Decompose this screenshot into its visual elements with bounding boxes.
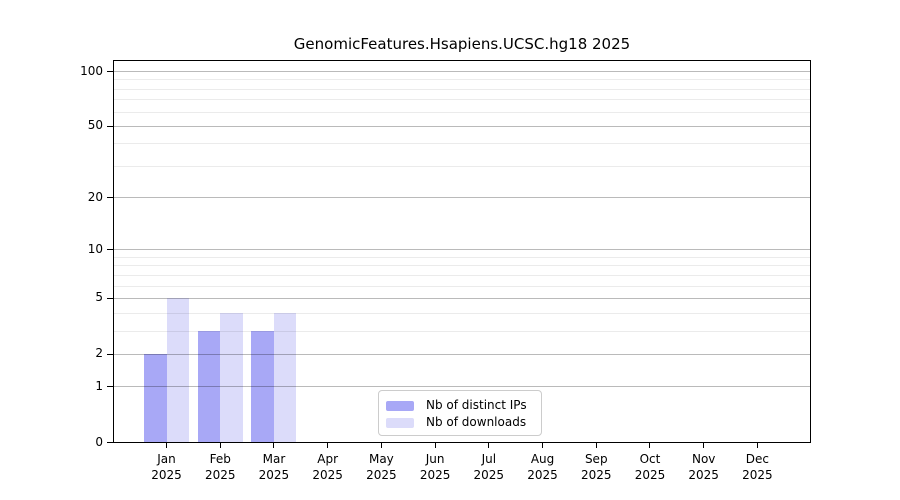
gridline-major (114, 386, 810, 387)
legend-label-distinct-ips: Nb of distinct IPs (426, 398, 527, 412)
x-axis-label: Jul 2025 (473, 452, 505, 482)
gridline-minor (114, 286, 810, 287)
y-axis-tick (107, 71, 113, 72)
gridline-minor (114, 79, 810, 80)
x-axis-tick (381, 443, 382, 448)
y-axis-tick-label: 100 (80, 63, 103, 78)
gridline-minor (114, 112, 810, 113)
y-axis-tick (107, 386, 113, 387)
x-axis-label: Jun 2025 (419, 452, 451, 482)
x-axis-tick (542, 443, 543, 448)
y-axis-tick (107, 298, 113, 299)
gridline-major (114, 126, 810, 127)
gridline-major (114, 249, 810, 250)
gridline-minor (114, 99, 810, 100)
gridline-minor (114, 265, 810, 266)
x-axis-tick (220, 443, 221, 448)
legend-item-downloads: Nb of downloads (386, 414, 541, 431)
y-axis-tick-label: 20 (87, 189, 103, 204)
x-axis-label: Apr 2025 (312, 452, 343, 482)
x-axis-tick (596, 443, 597, 448)
x-axis-tick (327, 443, 328, 448)
x-axis-label: Mar 2025 (258, 452, 290, 482)
y-axis-tick (107, 249, 113, 250)
legend-item-distinct-ips: Nb of distinct IPs (386, 397, 541, 414)
y-axis-tick-label: 1 (95, 378, 103, 393)
gridline-minor (114, 257, 810, 258)
legend-label-downloads: Nb of downloads (426, 415, 527, 429)
gridline-minor (114, 143, 810, 144)
legend: Nb of distinct IPs Nb of downloads (378, 390, 542, 436)
y-axis-tick-label: 2 (95, 346, 103, 361)
y-axis-tick (107, 197, 113, 198)
x-axis-label: Nov 2025 (688, 452, 719, 482)
y-axis-tick-label: 5 (95, 290, 103, 305)
bar-downloads (166, 297, 189, 442)
x-axis-label: Aug 2025 (527, 452, 558, 482)
gridline-major (114, 71, 810, 72)
x-axis-tick (488, 443, 489, 448)
x-axis-tick (757, 443, 758, 448)
x-axis-tick (166, 443, 167, 448)
bar-distinct-ips (144, 353, 167, 442)
gridline-minor (114, 89, 810, 90)
gridline-minor (114, 313, 810, 314)
gridline-minor (114, 166, 810, 167)
bar-distinct-ips (251, 330, 274, 442)
gridline-major (114, 354, 810, 355)
y-axis-tick (107, 442, 113, 443)
gridline-minor (114, 275, 810, 276)
y-axis-tick-label: 10 (87, 241, 103, 256)
chart-title: GenomicFeatures.Hsapiens.UCSC.hg18 2025 (293, 35, 631, 53)
x-axis-tick (273, 443, 274, 448)
x-axis-label: Feb 2025 (204, 452, 236, 482)
y-axis-tick-label: 0 (95, 434, 103, 449)
x-axis-label: Sep 2025 (580, 452, 612, 482)
gridline-major (114, 197, 810, 198)
plot-area (113, 60, 811, 443)
y-axis-tick (107, 354, 113, 355)
bar-downloads (220, 312, 243, 442)
y-axis-tick (107, 126, 113, 127)
legend-swatch-downloads (386, 417, 414, 428)
x-axis-label: May 2025 (366, 452, 397, 482)
bar-downloads (273, 312, 297, 442)
x-axis-label: Jan 2025 (151, 452, 182, 482)
legend-swatch-distinct-ips (386, 400, 414, 411)
x-axis-label: Dec 2025 (742, 452, 773, 482)
bar-distinct-ips (197, 330, 221, 442)
y-axis-tick-label: 50 (87, 118, 103, 133)
x-axis-label: Oct 2025 (634, 452, 666, 482)
x-axis-tick (703, 443, 704, 448)
gridline-major (114, 298, 810, 299)
x-axis-tick (435, 443, 436, 448)
x-axis-tick (649, 443, 650, 448)
gridline-minor (114, 331, 810, 332)
